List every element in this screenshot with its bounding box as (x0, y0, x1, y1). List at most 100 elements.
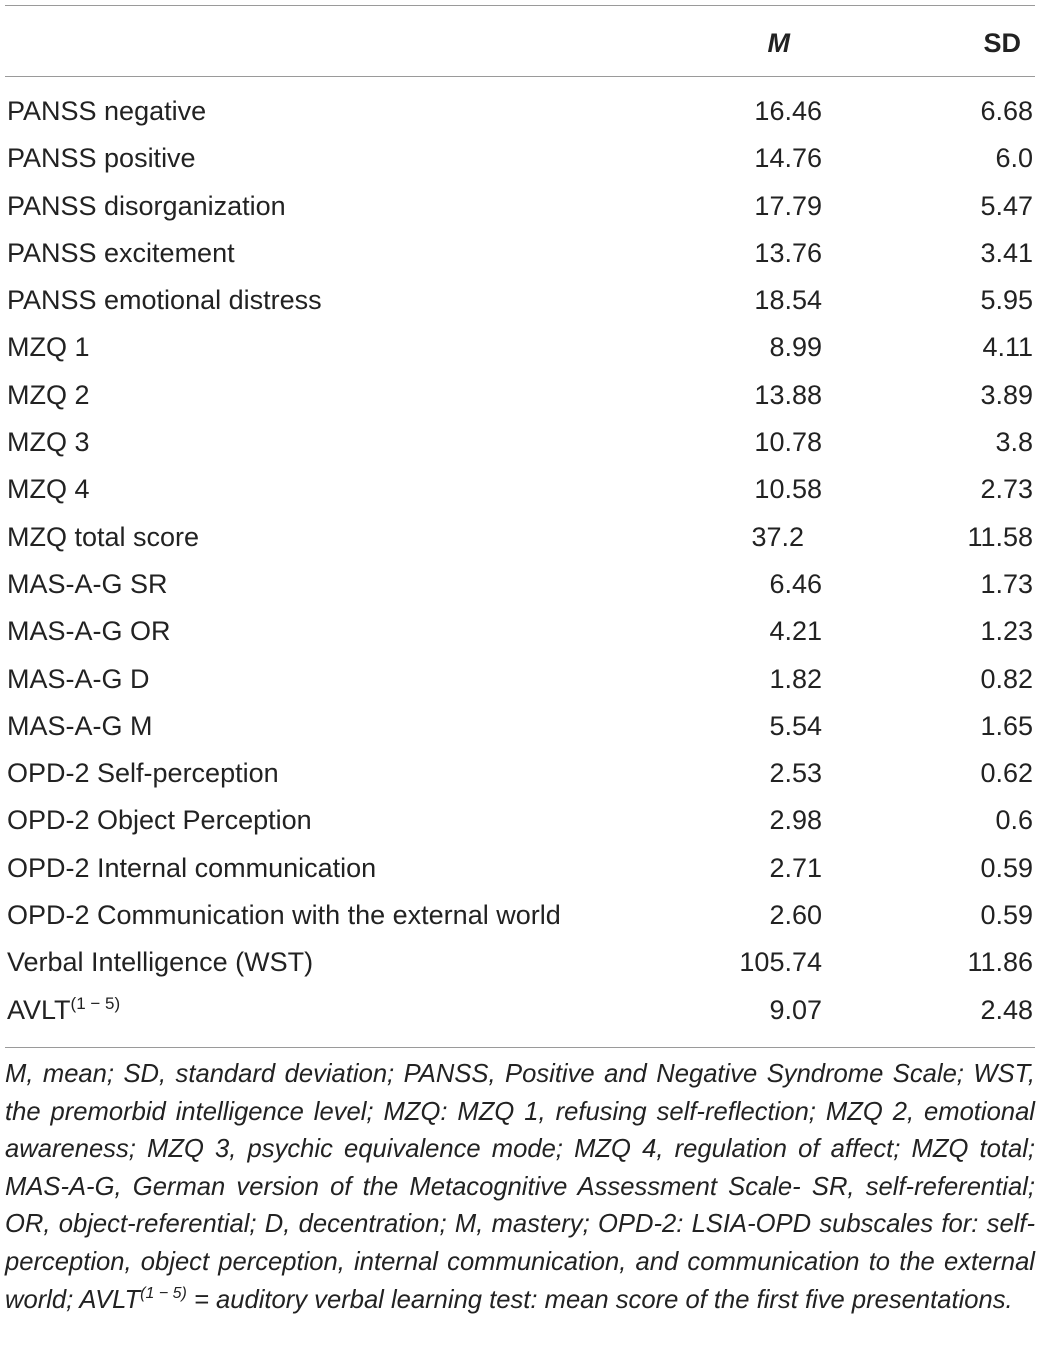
row-label-text: MZQ 1 (7, 332, 90, 363)
row-mean: 9.07 (769, 994, 822, 1025)
table-row: PANSS excitement 13.76 3.41 (5, 230, 1035, 277)
row-sd: 2.73 (980, 474, 1033, 505)
table-body: PANSS negative 16.46 6.68 PANSS positive 14.… (5, 88, 1035, 1034)
row-mean: 10.58 (754, 474, 822, 505)
row-label: PANSS disorganization (7, 183, 286, 230)
row-label: MAS-A-G D (7, 656, 150, 703)
row-sd: 0.59 (980, 900, 1033, 931)
table-row: PANSS positive 14.76 6.0 (5, 135, 1035, 182)
table-row: PANSS negative 16.46 6.68 (5, 88, 1035, 135)
row-mean: 2.71 (769, 852, 822, 883)
row-label: MZQ 1 (7, 324, 90, 371)
row-label-text: MAS-A-G M (7, 710, 153, 741)
row-mean: 2.60 (769, 900, 822, 931)
row-mean: 2.53 (769, 758, 822, 789)
table-row: PANSS disorganization 17.79 5.47 (5, 183, 1035, 230)
row-mean: 8.99 (769, 332, 822, 363)
row-sd: 0.62 (980, 758, 1033, 789)
row-mean: 13.76 (754, 237, 822, 268)
table-row: MZQ total score 37.2 11.58 (5, 514, 1035, 561)
table-row: MAS-A-G OR 4.21 1.23 (5, 608, 1035, 655)
table-row: OPD-2 Self-perception 2.53 0.62 (5, 750, 1035, 797)
row-sd: 4.11 (982, 332, 1033, 363)
row-label: PANSS positive (7, 135, 196, 182)
row-label: PANSS emotional distress (7, 277, 322, 324)
row-label: PANSS negative (7, 88, 206, 135)
row-sd: 11.58 (967, 521, 1033, 552)
row-label-text: MZQ 2 (7, 379, 90, 410)
row-label: MAS-A-G M (7, 703, 153, 750)
row-mean: 2.98 (769, 805, 822, 836)
row-sd: 5.47 (980, 190, 1033, 221)
row-mean: 1.82 (769, 663, 822, 694)
row-label-text: Verbal Intelligence (WST) (7, 947, 314, 978)
row-label-text: OPD-2 Object Perception (7, 805, 312, 836)
row-label-text: PANSS positive (7, 143, 196, 174)
row-label-text: OPD-2 Self-perception (7, 758, 279, 789)
table-row: PANSS emotional distress 18.54 5.95 (5, 277, 1035, 324)
row-label-text: PANSS excitement (7, 237, 235, 268)
row-label: AVLT(1 − 5) (7, 987, 120, 1037)
row-sd: 6.68 (980, 96, 1033, 126)
row-label-text: OPD-2 Communication with the external wo… (7, 900, 561, 931)
row-mean: 18.54 (754, 285, 822, 316)
row-label-text: MZQ 3 (7, 427, 90, 458)
row-label: OPD-2 Communication with the external wo… (7, 892, 561, 939)
row-mean: 17.79 (754, 190, 822, 221)
row-label-superscript: (1 − 5) (70, 993, 121, 1013)
row-label-text: MAS-A-G SR (7, 568, 168, 599)
header-mean: M (767, 28, 791, 58)
row-label: MZQ total score (7, 514, 199, 561)
row-mean: 105.74 (739, 947, 822, 978)
row-label-text: MAS-A-G D (7, 663, 150, 694)
row-sd: 0.59 (980, 852, 1033, 883)
row-label: OPD-2 Internal communication (7, 845, 376, 892)
row-sd: 0.6 (995, 805, 1033, 836)
table-row: MZQ 4 10.58 2.73 (5, 466, 1035, 513)
row-sd: 6.0 (995, 143, 1033, 174)
bottom-rule (5, 1047, 1035, 1048)
table-header: M SD (5, 5, 1035, 76)
row-label: PANSS excitement (7, 230, 235, 277)
table-row: OPD-2 Communication with the external wo… (5, 892, 1035, 939)
row-label: MAS-A-G OR (7, 608, 171, 655)
row-sd: 0.82 (980, 663, 1033, 694)
row-label-text: PANSS emotional distress (7, 285, 322, 316)
row-label-text: AVLT (7, 994, 71, 1025)
row-label: OPD-2 Object Perception (7, 797, 312, 844)
header-sd: SD (983, 28, 1021, 58)
row-mean: 13.88 (754, 379, 822, 410)
row-sd: 1.65 (980, 710, 1033, 741)
row-label-text: MAS-A-G OR (7, 616, 171, 647)
table-row: OPD-2 Object Perception 2.98 0.6 (5, 797, 1035, 844)
footnote-superscript: (1 − 5) (140, 1284, 187, 1302)
table-row: OPD-2 Internal communication 2.71 0.59 (5, 845, 1035, 892)
row-label-text: PANSS disorganization (7, 190, 286, 221)
row-mean: 6.46 (769, 568, 822, 599)
row-label: OPD-2 Self-perception (7, 750, 279, 797)
table-footnote: M, mean; SD, standard deviation; PANSS, … (5, 1056, 1035, 1322)
row-mean: 14.76 (754, 143, 822, 174)
footnote-text-2: = auditory verbal learning test: mean sc… (186, 1285, 1013, 1314)
table-row: MAS-A-G SR 6.46 1.73 (5, 561, 1035, 608)
row-sd: 1.23 (980, 616, 1033, 647)
row-mean: 10.78 (754, 427, 822, 458)
table-row: MZQ 1 8.99 4.11 (5, 324, 1035, 371)
row-label-text: MZQ total score (7, 521, 200, 552)
row-mean: 5.54 (769, 710, 822, 741)
row-label-text: PANSS negative (7, 96, 207, 126)
table-row: MAS-A-G D 1.82 0.82 (5, 656, 1035, 703)
table-row: Verbal Intelligence (WST) 105.74 11.86 (5, 939, 1035, 986)
table-row: MZQ 2 13.88 3.89 (5, 372, 1035, 419)
table-row: MZQ 3 10.78 3.8 (5, 419, 1035, 466)
row-label: MZQ 3 (7, 419, 90, 466)
row-label: MZQ 4 (7, 466, 90, 513)
row-sd: 2.48 (980, 994, 1033, 1025)
row-label-text: MZQ 4 (7, 474, 90, 505)
row-mean: 37.2 (751, 521, 804, 552)
row-sd: 3.41 (980, 237, 1033, 268)
row-sd: 1.73 (980, 568, 1033, 599)
row-label-text: OPD-2 Internal communication (7, 852, 377, 883)
row-sd: 5.95 (980, 285, 1033, 316)
